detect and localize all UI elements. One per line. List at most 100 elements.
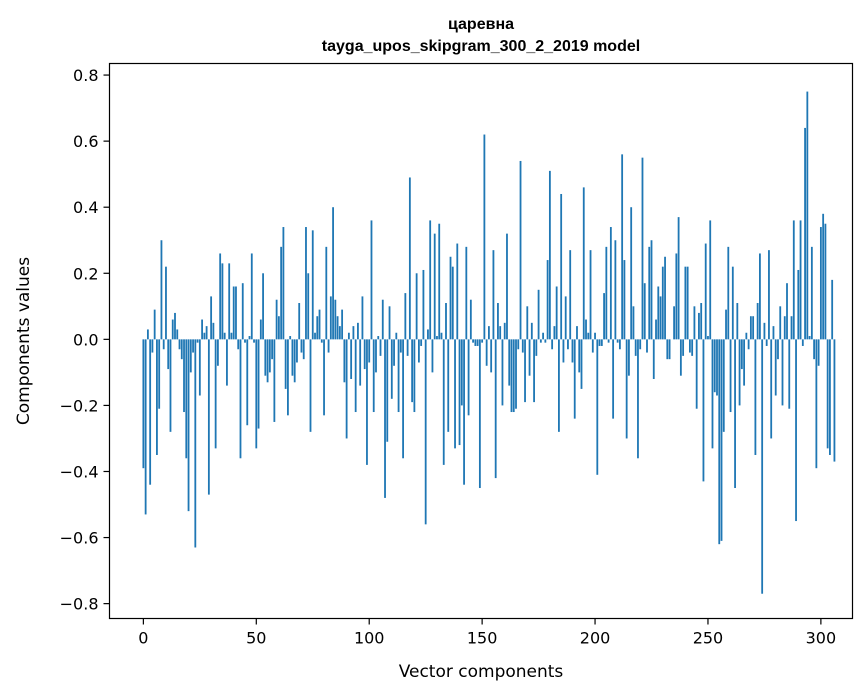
bar bbox=[212, 322, 215, 340]
bar bbox=[465, 246, 468, 340]
bar bbox=[244, 339, 246, 343]
bar bbox=[323, 339, 325, 416]
bar bbox=[338, 326, 341, 340]
bar bbox=[158, 339, 161, 409]
bar bbox=[235, 286, 237, 340]
bar bbox=[359, 339, 362, 386]
bar bbox=[183, 339, 185, 413]
bar bbox=[449, 256, 452, 340]
bar bbox=[652, 339, 655, 379]
bar bbox=[722, 339, 725, 432]
bar bbox=[628, 339, 630, 376]
bar bbox=[293, 339, 296, 383]
bar bbox=[781, 339, 784, 406]
bar bbox=[201, 319, 203, 340]
bar bbox=[824, 223, 827, 340]
bar bbox=[160, 240, 163, 340]
bar bbox=[268, 339, 271, 373]
bar bbox=[567, 339, 569, 350]
bar bbox=[402, 339, 404, 459]
bar bbox=[178, 339, 181, 350]
bar bbox=[336, 316, 339, 340]
bar bbox=[743, 339, 746, 386]
bar bbox=[316, 316, 319, 340]
bar bbox=[745, 332, 748, 340]
bar bbox=[569, 250, 572, 340]
bar bbox=[749, 316, 752, 340]
bar bbox=[634, 339, 637, 356]
bar bbox=[797, 269, 800, 340]
bar bbox=[361, 296, 364, 340]
bar bbox=[207, 339, 210, 495]
bar bbox=[176, 329, 179, 340]
bar bbox=[603, 293, 605, 340]
bar bbox=[580, 339, 583, 389]
bar bbox=[517, 339, 520, 350]
chart-title-line1: царевна bbox=[448, 16, 514, 33]
bar bbox=[578, 339, 581, 373]
bar bbox=[684, 266, 687, 340]
bar bbox=[246, 339, 249, 426]
bar bbox=[217, 339, 219, 366]
bar bbox=[146, 329, 149, 340]
bar bbox=[492, 250, 495, 340]
bar bbox=[397, 339, 400, 413]
bar bbox=[354, 339, 357, 413]
bar bbox=[729, 339, 732, 413]
bar bbox=[221, 263, 224, 340]
bar bbox=[275, 299, 278, 340]
bar bbox=[759, 253, 761, 340]
x-tick-label: 0 bbox=[138, 629, 148, 648]
bar bbox=[790, 316, 793, 340]
bar bbox=[485, 339, 488, 366]
bar bbox=[205, 326, 208, 340]
bar bbox=[165, 266, 167, 340]
bar bbox=[718, 339, 721, 545]
x-tick-label: 50 bbox=[246, 629, 266, 648]
y-tick-label: 0.2 bbox=[73, 264, 98, 283]
x-tick-label: 300 bbox=[806, 629, 837, 648]
bar bbox=[305, 227, 307, 340]
bar bbox=[598, 339, 601, 346]
bar bbox=[399, 339, 402, 353]
bar bbox=[576, 326, 578, 340]
bar bbox=[232, 286, 235, 340]
bar bbox=[309, 339, 312, 432]
bar bbox=[585, 319, 587, 340]
bar bbox=[345, 339, 348, 439]
bar bbox=[372, 339, 375, 413]
bar bbox=[334, 299, 337, 340]
bar bbox=[650, 240, 653, 340]
bar bbox=[271, 339, 274, 360]
bar bbox=[596, 339, 599, 475]
plot-frame bbox=[108, 62, 854, 620]
bar bbox=[447, 339, 450, 432]
bar bbox=[490, 339, 493, 373]
bar bbox=[709, 220, 712, 340]
bar bbox=[454, 339, 456, 449]
x-tick-label: 150 bbox=[467, 629, 498, 648]
bar bbox=[463, 339, 465, 485]
bar bbox=[413, 339, 416, 413]
bar bbox=[688, 339, 691, 353]
bar bbox=[343, 339, 346, 383]
bar bbox=[643, 283, 646, 340]
bar bbox=[366, 339, 368, 465]
bar bbox=[655, 319, 657, 340]
bar bbox=[174, 312, 176, 340]
bar bbox=[594, 332, 596, 340]
bar bbox=[763, 322, 766, 340]
bar bbox=[370, 220, 373, 340]
bar bbox=[307, 273, 310, 340]
bar bbox=[711, 339, 714, 449]
bar bbox=[675, 253, 678, 340]
bar bbox=[548, 170, 551, 340]
bar bbox=[691, 339, 694, 356]
bar bbox=[171, 319, 174, 340]
bar bbox=[817, 339, 820, 366]
bar bbox=[810, 246, 813, 340]
bar bbox=[664, 256, 666, 340]
bar bbox=[607, 339, 610, 343]
bar bbox=[571, 339, 574, 363]
bar bbox=[506, 233, 508, 340]
